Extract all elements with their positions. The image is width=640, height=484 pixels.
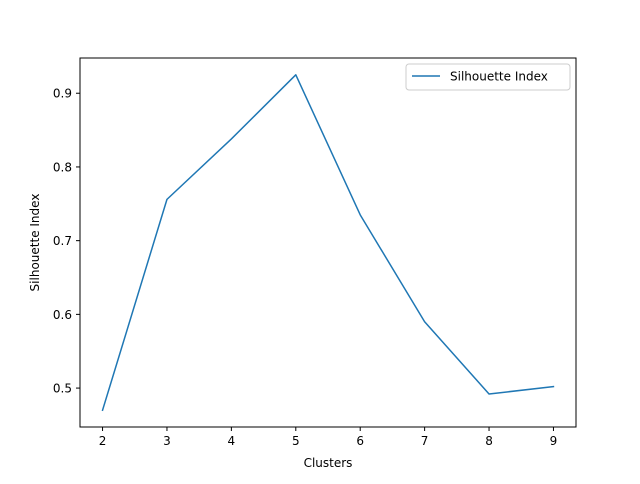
legend-label-silhouette-index: Silhouette Index bbox=[450, 70, 548, 84]
legend: Silhouette Index bbox=[406, 64, 570, 90]
y-tick-label: 0.6 bbox=[53, 308, 72, 322]
x-tick-label: 5 bbox=[292, 434, 300, 448]
y-tick-label: 0.8 bbox=[53, 160, 72, 174]
x-tick-label: 6 bbox=[356, 434, 364, 448]
x-axis-label: Clusters bbox=[304, 456, 353, 470]
y-tick-label: 0.9 bbox=[53, 87, 72, 101]
y-axis-label: Silhouette Index bbox=[28, 194, 42, 292]
x-tick-label: 9 bbox=[550, 434, 558, 448]
x-tick-label: 8 bbox=[485, 434, 493, 448]
x-tick-label: 3 bbox=[163, 434, 171, 448]
x-tick-label: 4 bbox=[228, 434, 236, 448]
y-tick-label: 0.5 bbox=[53, 382, 72, 396]
x-tick-label: 2 bbox=[99, 434, 107, 448]
x-tick-label: 7 bbox=[421, 434, 429, 448]
y-tick-label: 0.7 bbox=[53, 234, 72, 248]
